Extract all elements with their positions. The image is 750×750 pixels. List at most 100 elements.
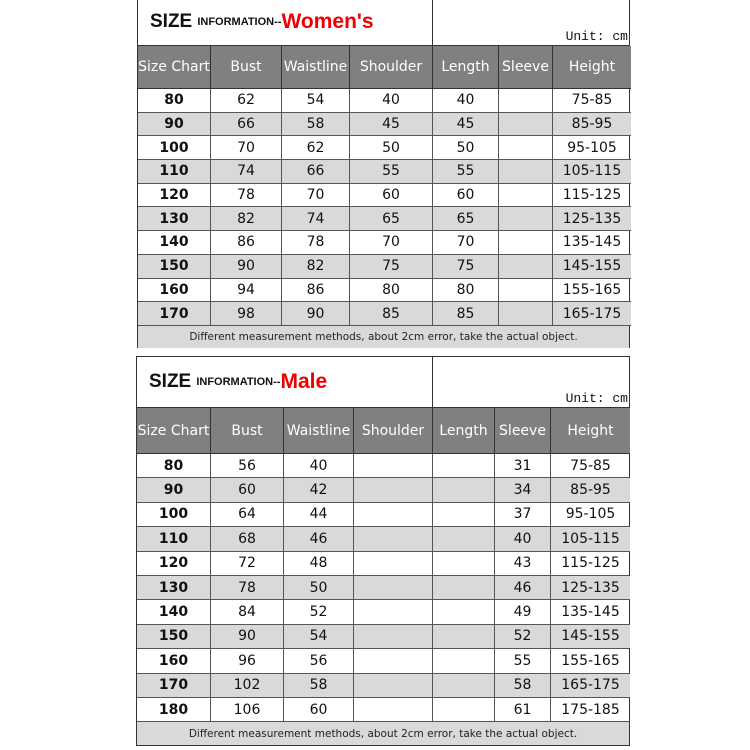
column-header: Shoulder	[350, 46, 433, 89]
table-cell: 98	[211, 302, 282, 326]
table-cell: 74	[282, 207, 350, 232]
table-cell: 40	[433, 89, 499, 113]
table-cell: 165-175	[553, 302, 631, 326]
title-gender: Male	[280, 370, 328, 393]
table-cell: 66	[211, 112, 282, 137]
column-header: Size Chart	[138, 46, 211, 89]
table-cell: 145-155	[551, 624, 630, 650]
table-cell: 100	[138, 136, 211, 161]
table-cell	[354, 454, 433, 479]
table-cell	[354, 527, 433, 552]
table-cell	[354, 624, 433, 650]
table-cell: 102	[211, 673, 284, 698]
table-row: 130 82 74 65 65 125-135	[138, 207, 631, 232]
table-cell: 94	[211, 278, 282, 303]
table-cell	[354, 575, 433, 601]
table-cell: 49	[495, 600, 551, 625]
column-header: Waistline	[282, 46, 350, 89]
title-info: INFORMATION--	[196, 376, 281, 388]
table-cell	[433, 649, 495, 674]
table-cell: 70	[433, 231, 499, 255]
table-cell: 52	[284, 600, 354, 625]
table-row: 120 72 48 43 115-125	[137, 551, 630, 576]
table-cell: 60	[433, 183, 499, 208]
table-cell: 90	[211, 624, 284, 650]
table-cell: 84	[211, 600, 284, 625]
table-row: 170 102 58 58 165-175	[137, 673, 630, 698]
table-row: 110 68 46 40 105-115	[137, 527, 630, 552]
table-cell: 105-115	[553, 160, 631, 184]
table-cell	[499, 136, 553, 161]
women-title: SIZE INFORMATION-- Women's	[138, 0, 433, 45]
table-cell: 175-185	[551, 698, 630, 723]
table-cell: 150	[138, 254, 211, 279]
table-cell	[499, 89, 553, 113]
column-header: Bust	[211, 46, 282, 89]
table-cell: 70	[350, 231, 433, 255]
table-cell: 135-145	[553, 231, 631, 255]
table-cell: 58	[282, 112, 350, 137]
table-cell: 52	[495, 624, 551, 650]
table-cell: 80	[433, 278, 499, 303]
table-cell: 80	[350, 278, 433, 303]
table-cell: 43	[495, 551, 551, 576]
table-cell: 50	[433, 136, 499, 161]
table-cell: 82	[211, 207, 282, 232]
table-cell	[354, 502, 433, 528]
table-row: 100 64 44 37 95-105	[137, 502, 630, 528]
male-title-row: SIZE INFORMATION-- Male Unit: cm	[137, 357, 629, 408]
table-cell: 90	[138, 112, 211, 137]
table-cell: 61	[495, 697, 551, 723]
table-cell: 58	[284, 673, 354, 698]
column-header: Length	[433, 408, 495, 454]
table-cell: 120	[138, 183, 211, 208]
table-row: 140 84 52 49 135-145	[137, 600, 630, 625]
table-row: 120 78 70 60 60 115-125	[138, 183, 631, 208]
table-cell	[499, 254, 553, 279]
table-cell	[354, 478, 433, 503]
table-cell: 74	[211, 160, 282, 184]
table-row: 100 70 62 50 50 95-105	[138, 136, 631, 161]
table-cell: 50	[350, 136, 433, 161]
table-cell: 130	[137, 575, 211, 601]
table-cell: 125-135	[551, 575, 630, 601]
table-cell: 54	[284, 624, 354, 650]
table-cell	[499, 160, 553, 184]
table-cell: 55	[433, 160, 499, 184]
table-cell: 160	[137, 649, 211, 674]
table-cell: 125-135	[553, 207, 631, 232]
table-cell	[433, 551, 495, 576]
table-cell: 95-105	[551, 503, 630, 528]
table-row: 110 74 66 55 55 105-115	[138, 160, 631, 184]
table-cell: 42	[284, 478, 354, 503]
table-cell: 86	[211, 231, 282, 255]
table-cell: 140	[138, 231, 211, 255]
table-cell: 85-95	[553, 112, 631, 137]
table-cell: 120	[137, 551, 211, 576]
table-cell: 110	[137, 527, 211, 552]
column-header: Sleeve	[495, 408, 551, 454]
table-cell: 150	[137, 624, 211, 650]
male-size-table: SIZE INFORMATION-- Male Unit: cm Size Cha…	[136, 356, 630, 746]
table-cell: 86	[282, 278, 350, 303]
table-cell: 78	[211, 183, 282, 208]
table-cell: 115-125	[551, 552, 630, 576]
table-cell: 135-145	[551, 600, 630, 625]
table-cell	[499, 183, 553, 208]
table-cell	[433, 478, 495, 503]
column-header: Shoulder	[354, 408, 433, 454]
table-cell: 50	[284, 575, 354, 601]
table-cell: 85	[433, 302, 499, 326]
table-cell: 155-165	[551, 649, 630, 674]
table-cell: 75-85	[551, 454, 630, 479]
table-cell: 60	[211, 478, 284, 503]
table-row: 90 66 58 45 45 85-95	[138, 112, 631, 137]
table-cell	[433, 575, 495, 601]
table-cell: 70	[282, 183, 350, 208]
table-cell: 106	[211, 697, 284, 723]
column-header: Waistline	[284, 408, 354, 454]
table-cell: 56	[211, 454, 284, 479]
table-cell: 130	[138, 207, 211, 232]
table-cell	[354, 551, 433, 576]
title-gender: Women's	[281, 10, 374, 33]
